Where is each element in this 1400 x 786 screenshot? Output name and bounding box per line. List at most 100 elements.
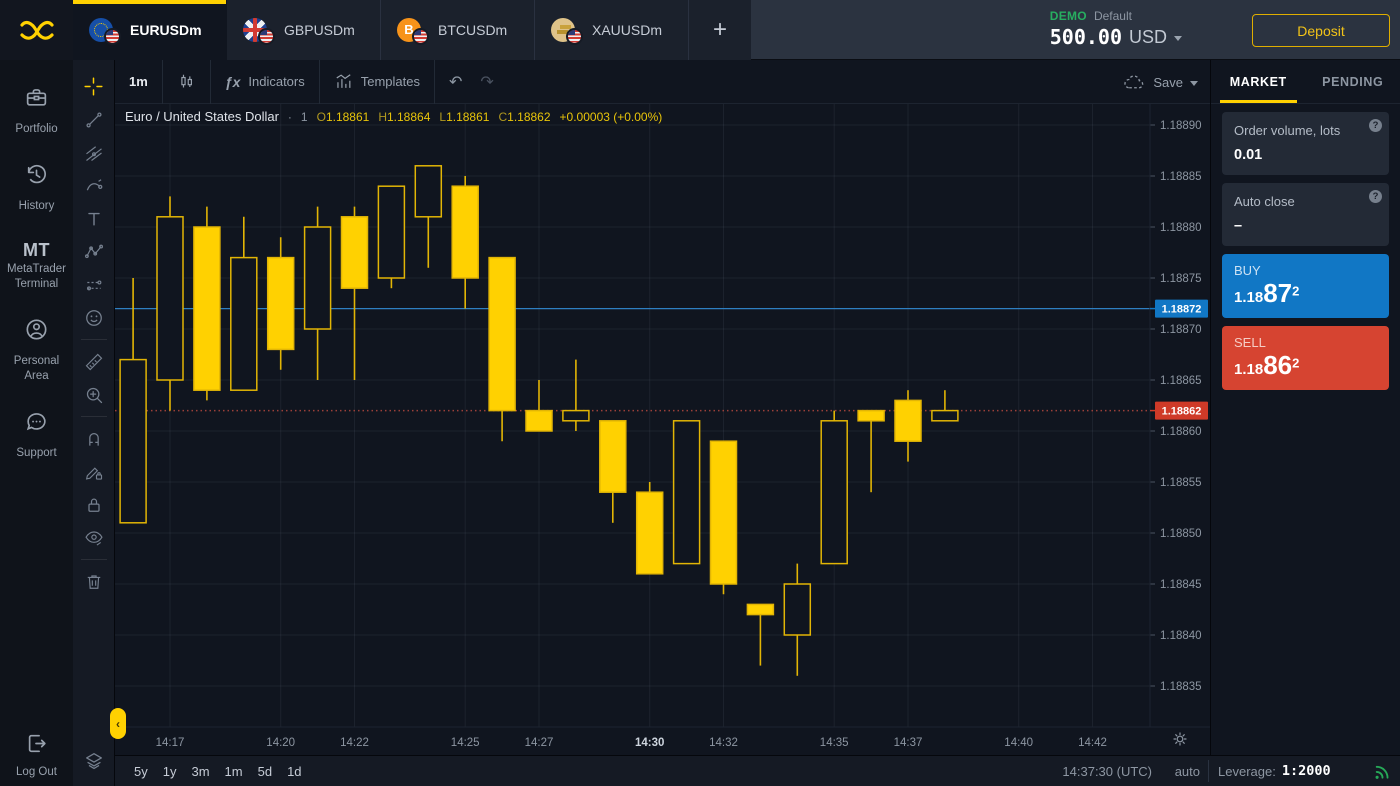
order-volume-value[interactable]: 0.01	[1234, 147, 1263, 163]
tab-eurusd[interactable]: EURUSDm	[73, 0, 227, 60]
forecast-tool-icon[interactable]	[73, 268, 115, 301]
indicators-button[interactable]: ƒx Indicators	[211, 59, 320, 104]
sell-button[interactable]: SELL 1.18862	[1222, 326, 1389, 390]
svg-text:1.18845: 1.18845	[1160, 579, 1202, 591]
templates-button[interactable]: Templates	[320, 59, 435, 104]
multi-line-tool-icon[interactable]	[73, 136, 115, 169]
timeframe-label: 1m	[129, 74, 148, 89]
range-1d-button[interactable]: 1d	[287, 763, 302, 779]
buy-button[interactable]: BUY 1.18872	[1222, 254, 1389, 318]
help-icon[interactable]: ?	[1369, 119, 1382, 132]
tab-label: XAUUSDm	[592, 22, 663, 38]
chart-collapse-handle[interactable]: ‹	[110, 708, 126, 739]
redo-icon[interactable]: ↷	[480, 73, 494, 91]
xauusd-flag-icon	[551, 17, 583, 45]
text-tool-icon[interactable]	[73, 202, 115, 235]
briefcase-icon	[2, 85, 72, 115]
account-mode-badge: DEMO	[1049, 9, 1087, 23]
legend-timeframe: 1	[300, 110, 308, 124]
svg-text:1.18870: 1.18870	[1160, 324, 1202, 336]
tab-btcusd[interactable]: BTCUSDm	[381, 0, 535, 60]
templates-label: Templates	[360, 74, 420, 89]
range-1y-button[interactable]: 1y	[162, 763, 177, 779]
svg-text:1.18885: 1.18885	[1160, 171, 1202, 183]
legend-change: +0.00003 (+0.00%)	[559, 110, 663, 124]
order-panel: MARKET PENDING Order volume, lots 0.01 ?…	[1210, 60, 1400, 755]
remove-drawings-tool-icon[interactable]	[73, 565, 115, 598]
sidebar-item-portfolio[interactable]: Portfolio	[2, 85, 72, 137]
svg-text:1.18865: 1.18865	[1160, 375, 1202, 387]
svg-text:14:35: 14:35	[820, 737, 849, 749]
svg-text:1.18890: 1.18890	[1160, 120, 1202, 132]
add-instrument-tab-button[interactable]: +	[689, 0, 751, 60]
btcusd-flag-icon	[397, 17, 429, 45]
timezone-mode-toggle[interactable]: auto	[1174, 763, 1200, 779]
bottom-bar: 5y 1y 3m 1m 5d 1d 14:37:30 (UTC) auto Le…	[115, 755, 1400, 786]
timeframe-button[interactable]: 1m	[115, 59, 163, 104]
ruler-tool-icon[interactable]	[73, 345, 115, 378]
curve-tool-icon[interactable]	[73, 169, 115, 202]
save-layout-button[interactable]: Save	[1123, 60, 1198, 104]
indicators-label: Indicators	[248, 74, 305, 89]
order-type-tabs: MARKET PENDING	[1211, 60, 1400, 104]
sidebar-item-support[interactable]: Support	[2, 409, 72, 461]
deposit-button[interactable]: Deposit	[1252, 14, 1390, 47]
legend-close: C1.18862	[498, 110, 551, 124]
account-balance: 500.00	[1049, 25, 1122, 49]
range-3m-button[interactable]: 3m	[191, 763, 210, 779]
zoom-in-tool-icon[interactable]	[73, 378, 115, 411]
fx-icon: ƒx	[224, 73, 241, 90]
eurusd-flag-icon	[89, 17, 121, 45]
sidebar-item-metatrader[interactable]: MT MetaTrader Terminal	[2, 239, 72, 292]
trend-line-tool-icon[interactable]	[73, 103, 115, 136]
order-volume-field[interactable]: Order volume, lots 0.01 ?	[1222, 112, 1389, 175]
range-1m-button[interactable]: 1m	[224, 763, 243, 779]
range-5y-button[interactable]: 5y	[134, 763, 148, 779]
sidebar-item-label: Personal Area	[13, 354, 60, 382]
range-5d-button[interactable]: 5d	[257, 763, 273, 779]
tab-label: BTCUSDm	[438, 22, 508, 38]
chart-pane[interactable]: Euro / United States Dollar · 1 O1.18861…	[115, 104, 1210, 755]
emoji-tool-icon[interactable]	[73, 301, 115, 334]
sidebar-item-history[interactable]: History	[2, 162, 72, 214]
svg-text:1.18860: 1.18860	[1160, 426, 1202, 438]
svg-text:14:17: 14:17	[156, 737, 185, 749]
help-icon[interactable]: ?	[1369, 190, 1382, 203]
time-axis-settings-gear-icon[interactable]	[1172, 731, 1188, 752]
auto-close-value[interactable]: –	[1234, 218, 1243, 234]
lock-tool-icon[interactable]	[73, 488, 115, 521]
candlestick-chart-icon	[177, 72, 196, 91]
cloud-save-icon	[1123, 73, 1146, 91]
tab-gbpusd[interactable]: GBPUSDm	[227, 0, 381, 60]
undo-redo-group: ↶ ↷	[435, 60, 508, 104]
tab-market[interactable]: MARKET	[1211, 60, 1306, 103]
brand-logo[interactable]	[0, 0, 73, 60]
hide-drawings-tool-icon[interactable]	[73, 521, 115, 554]
chart-toolbar: 1m ƒx Indicators Templates ↶	[115, 59, 1210, 104]
logout-label: Log Out	[16, 766, 57, 778]
tab-xauusd[interactable]: XAUUSDm	[535, 0, 689, 60]
utc-clock: 14:37:30 (UTC)	[1062, 763, 1152, 779]
draw-lock-tool-icon[interactable]	[73, 455, 115, 488]
mt-icon: MT	[23, 239, 50, 260]
order-volume-label: Order volume, lots	[1234, 123, 1341, 138]
magnet-tool-icon[interactable]	[73, 422, 115, 455]
undo-icon[interactable]: ↶	[449, 73, 463, 91]
auto-close-field[interactable]: Auto close – ?	[1222, 183, 1389, 246]
sell-price: 1.18862	[1234, 350, 1300, 380]
layers-tool-icon[interactable]	[73, 750, 115, 772]
tab-pending[interactable]: PENDING	[1322, 74, 1384, 89]
logout-button[interactable]: Log Out	[0, 731, 73, 778]
candlestick-chart[interactable]: 1.18890 1.18885 1.18880 1.18875 1.18870 1.188…	[115, 104, 1210, 755]
crosshair-tool-icon[interactable]	[73, 70, 115, 103]
pattern-tool-icon[interactable]	[73, 235, 115, 268]
account-switcher[interactable]: DEMO Default 500.00 USD	[1050, 9, 1182, 49]
buy-price: 1.18872	[1234, 278, 1300, 308]
svg-text:1.18880: 1.18880	[1160, 222, 1202, 234]
drawing-tools-panel	[73, 60, 115, 786]
chart-type-button[interactable]	[163, 59, 211, 104]
svg-text:14:37: 14:37	[894, 737, 923, 749]
sidebar-item-personal-area[interactable]: Personal Area	[2, 317, 72, 384]
svg-text:1.18850: 1.18850	[1160, 528, 1202, 540]
